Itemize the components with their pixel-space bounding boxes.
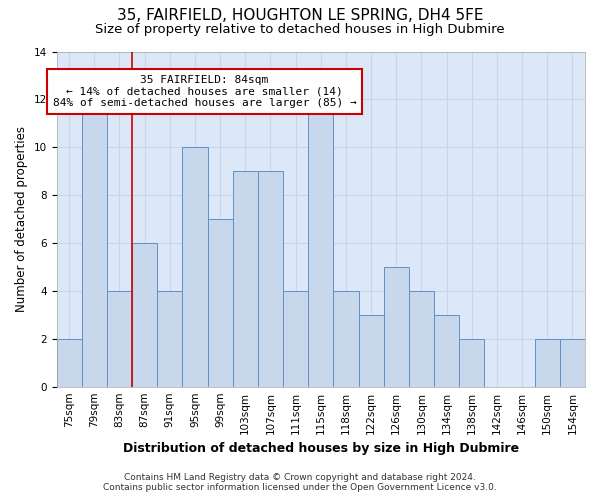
Bar bbox=[383, 267, 409, 386]
Bar bbox=[459, 339, 484, 386]
Y-axis label: Number of detached properties: Number of detached properties bbox=[15, 126, 28, 312]
Bar bbox=[182, 148, 208, 386]
Bar bbox=[535, 339, 560, 386]
Bar bbox=[283, 291, 308, 386]
Bar bbox=[132, 243, 157, 386]
Bar bbox=[56, 339, 82, 386]
Bar bbox=[107, 291, 132, 386]
Bar bbox=[308, 100, 334, 387]
Text: 35, FAIRFIELD, HOUGHTON LE SPRING, DH4 5FE: 35, FAIRFIELD, HOUGHTON LE SPRING, DH4 5… bbox=[117, 8, 483, 22]
Text: Size of property relative to detached houses in High Dubmire: Size of property relative to detached ho… bbox=[95, 22, 505, 36]
Bar bbox=[208, 219, 233, 386]
Text: Contains HM Land Registry data © Crown copyright and database right 2024.
Contai: Contains HM Land Registry data © Crown c… bbox=[103, 473, 497, 492]
Bar bbox=[82, 100, 107, 387]
Bar bbox=[157, 291, 182, 386]
Bar bbox=[258, 171, 283, 386]
Text: 35 FAIRFIELD: 84sqm
← 14% of detached houses are smaller (14)
84% of semi-detach: 35 FAIRFIELD: 84sqm ← 14% of detached ho… bbox=[53, 75, 356, 108]
Bar bbox=[434, 315, 459, 386]
Bar bbox=[359, 315, 383, 386]
X-axis label: Distribution of detached houses by size in High Dubmire: Distribution of detached houses by size … bbox=[123, 442, 519, 455]
Bar bbox=[409, 291, 434, 386]
Bar bbox=[334, 291, 359, 386]
Bar bbox=[233, 171, 258, 386]
Bar bbox=[560, 339, 585, 386]
